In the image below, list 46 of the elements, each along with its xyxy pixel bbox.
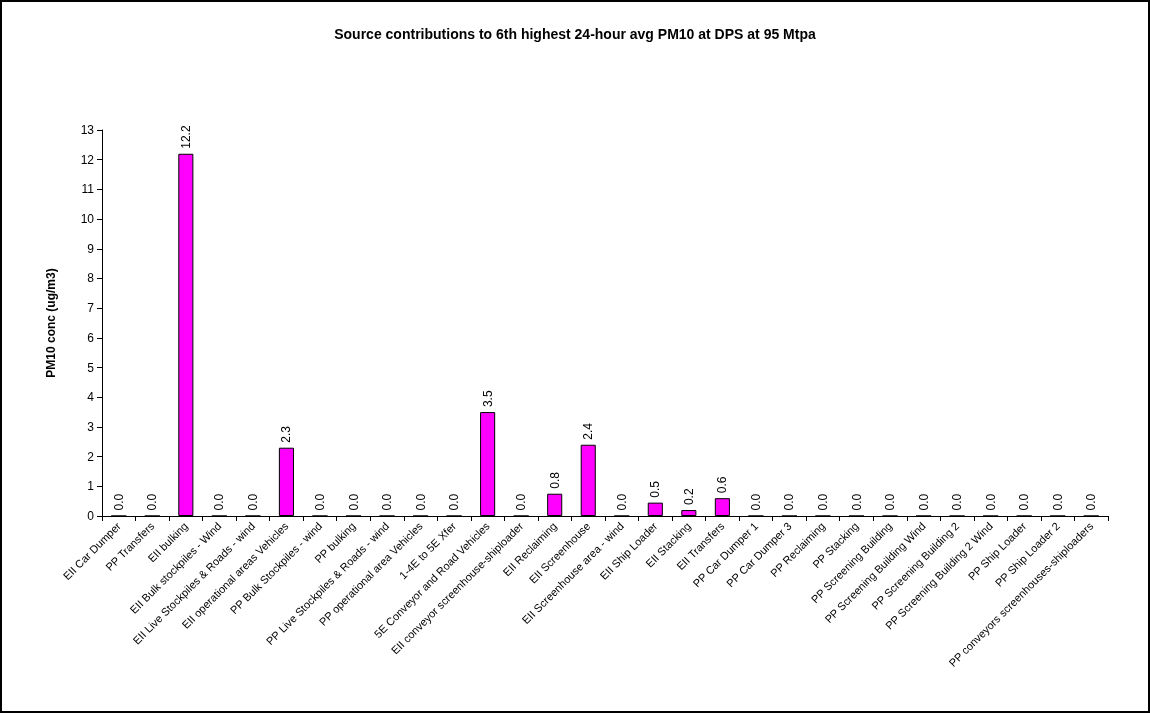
data-label: 0.6: [715, 476, 730, 494]
data-label: 0.0: [111, 493, 126, 511]
data-label: 0.0: [916, 493, 931, 511]
chart-title: Source contributions to 6th highest 24-hour avg PM10 at DPS at 95 Mtpa: [334, 26, 816, 42]
data-label: 0.5: [648, 480, 663, 498]
data-label: 0.0: [748, 493, 763, 511]
y-tick-label: 11: [81, 182, 95, 197]
y-tick-label: 2: [87, 449, 95, 464]
data-label: 0.0: [815, 493, 830, 511]
data-label: 2.4: [581, 422, 596, 440]
data-label: 0.0: [346, 493, 361, 511]
data-label: 0.0: [145, 493, 160, 511]
data-label: 0.0: [950, 493, 965, 511]
data-label: 0.0: [614, 493, 629, 511]
data-label: 0.0: [1084, 493, 1099, 511]
data-label: 12.2: [178, 125, 193, 149]
y-tick-label: 5: [87, 360, 95, 375]
data-label: 0.0: [212, 493, 227, 511]
y-tick-label: 7: [87, 301, 95, 316]
y-tick-label: 6: [87, 330, 95, 345]
data-label: 0.0: [983, 493, 998, 511]
data-label: 0.8: [547, 471, 562, 489]
y-tick-label: 13: [80, 123, 95, 137]
data-label: 0.0: [514, 493, 529, 511]
y-tick-label: 8: [87, 271, 95, 286]
data-label: 0.0: [849, 493, 864, 511]
data-label: 0.0: [1017, 493, 1032, 511]
y-tick-label: 4: [87, 390, 95, 405]
data-label: 0.0: [1050, 493, 1065, 511]
data-label: 0.0: [245, 493, 260, 511]
y-tick-label: 9: [87, 241, 95, 256]
data-label: 0.0: [312, 493, 327, 511]
y-tick-label: 10: [80, 212, 95, 227]
data-label: 2.3: [279, 425, 294, 443]
y-tick-label: 1: [87, 479, 95, 494]
data-label: 0.0: [380, 493, 395, 511]
y-tick-label: 0: [87, 509, 95, 523]
data-label: 3.5: [480, 390, 495, 408]
y-tick-label: 12: [80, 152, 95, 167]
y-tick-label: 3: [87, 419, 95, 434]
data-label: 0.0: [883, 493, 898, 511]
data-label: 0.0: [413, 493, 428, 511]
data-label: 0.0: [782, 493, 797, 511]
data-label: 0.0: [447, 493, 462, 511]
y-axis-title: PM10 conc (ug/m3): [44, 268, 58, 378]
data-label: 0.2: [681, 488, 696, 506]
